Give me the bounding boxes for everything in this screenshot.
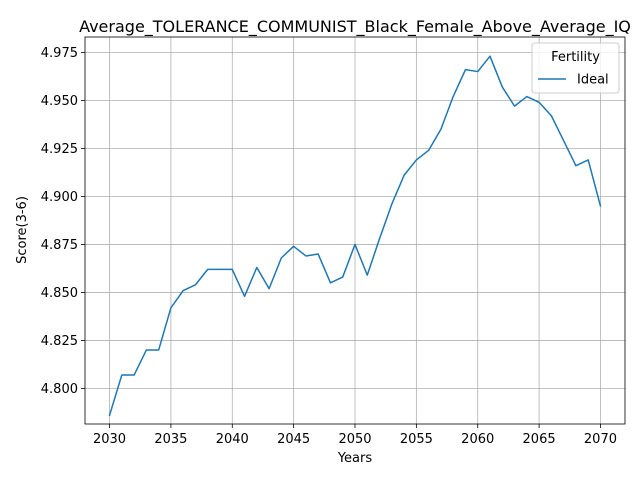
chart-title: Average_TOLERANCE_COMMUNIST_Black_Female… [79,17,631,37]
series-layer [108,55,602,417]
x-tick-label: 2050 [338,432,371,447]
y-tick-label: 4.850 [41,286,78,301]
legend-title: Fertility [551,50,600,65]
y-axis: 4.800 4.825 4.850 4.875 4.900 4.925 4.950 4.975 [41,46,85,397]
x-tick-label: 2070 [584,432,617,447]
x-axis: 2030 2035 2040 2045 2050 2055 2060 2065 2070 [93,424,617,447]
y-axis-label: Score(3-6) [15,196,30,264]
legend-box [531,42,620,94]
x-axis-label: Years [337,451,373,466]
x-tick-label: 2060 [461,432,494,447]
y-tick-label: 4.825 [41,334,78,349]
legend: Fertility Ideal [531,42,620,94]
x-tick-label: 2045 [277,432,310,447]
x-tick-label: 2035 [154,432,187,447]
x-tick-label: 2055 [400,432,433,447]
y-tick-label: 4.800 [41,382,78,397]
legend-label-ideal: Ideal [577,73,609,88]
y-tick-label: 4.925 [41,142,78,157]
y-tick-label: 4.950 [41,94,78,109]
x-tick-label: 2040 [216,432,249,447]
y-tick-label: 4.975 [41,46,78,61]
y-tick-label: 4.900 [41,190,78,205]
y-tick-label: 4.875 [41,238,78,253]
x-tick-label: 2065 [523,432,556,447]
x-tick-label: 2030 [93,432,126,447]
